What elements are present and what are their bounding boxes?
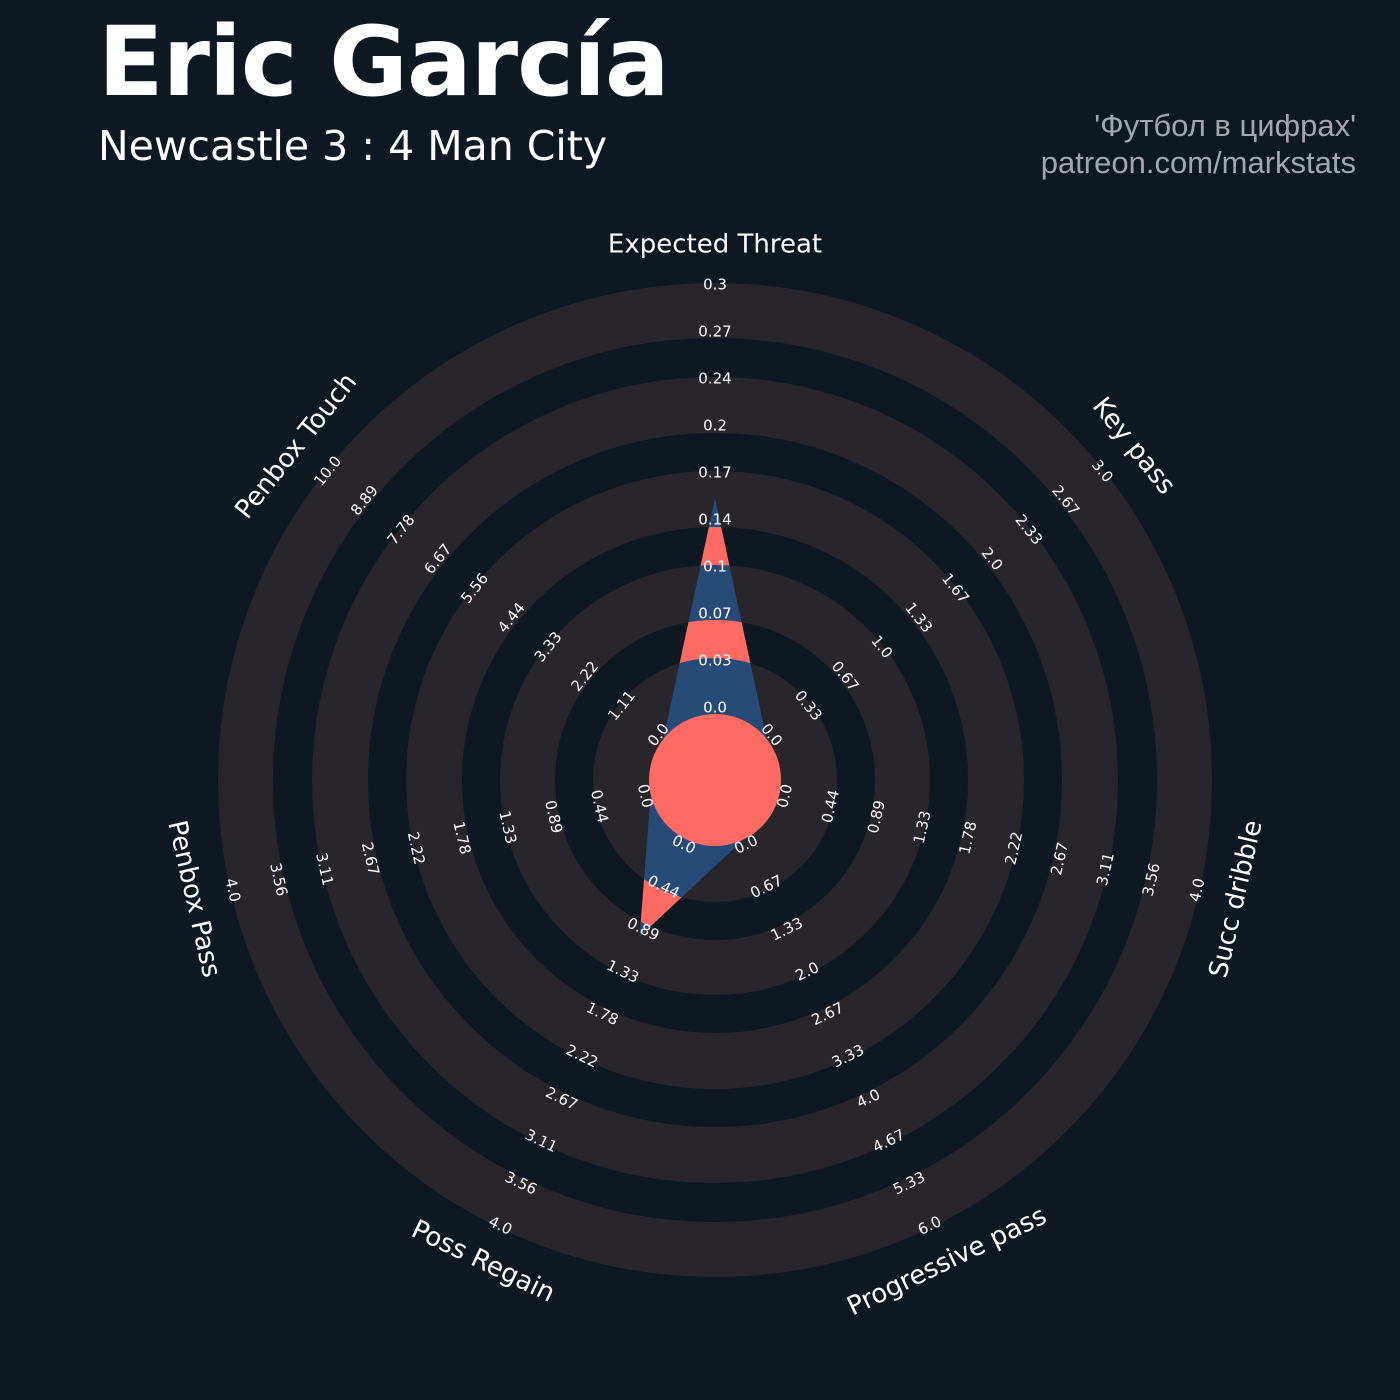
param-label: Succ dribble — [1204, 817, 1269, 980]
tick-label: 0.27 — [698, 323, 731, 341]
param-label: Expected Threat — [608, 230, 822, 260]
center-circle — [649, 714, 781, 846]
param-label: Penbox Pass — [161, 818, 226, 981]
ring-band — [218, 283, 1212, 1277]
player-name-title: Eric García — [98, 6, 670, 118]
tick-label: 0.14 — [698, 511, 731, 529]
tick-label: 0.07 — [698, 605, 731, 623]
tick-label: 0.1 — [703, 558, 727, 576]
credit-line-2: patreon.com/markstats — [1040, 145, 1356, 180]
match-subtitle: Newcastle 3 : 4 Man City — [98, 122, 608, 170]
tick-label: 0.0 — [634, 782, 657, 809]
tick-label: 0.17 — [698, 464, 731, 482]
tick-label: 0.24 — [698, 370, 731, 388]
tick-label: 0.0 — [773, 782, 796, 809]
tick-label: 4.0 — [1186, 876, 1209, 903]
tick-label: 0.0 — [703, 699, 727, 717]
tick-label: 0.3 — [703, 276, 727, 294]
tick-label: 0.2 — [703, 417, 727, 435]
tick-label: 4.0 — [221, 876, 244, 903]
tick-label: 0.03 — [698, 652, 731, 670]
ring-band — [312, 377, 1118, 1183]
credit-line-1: 'Футбол в цифрах' — [1094, 108, 1356, 143]
